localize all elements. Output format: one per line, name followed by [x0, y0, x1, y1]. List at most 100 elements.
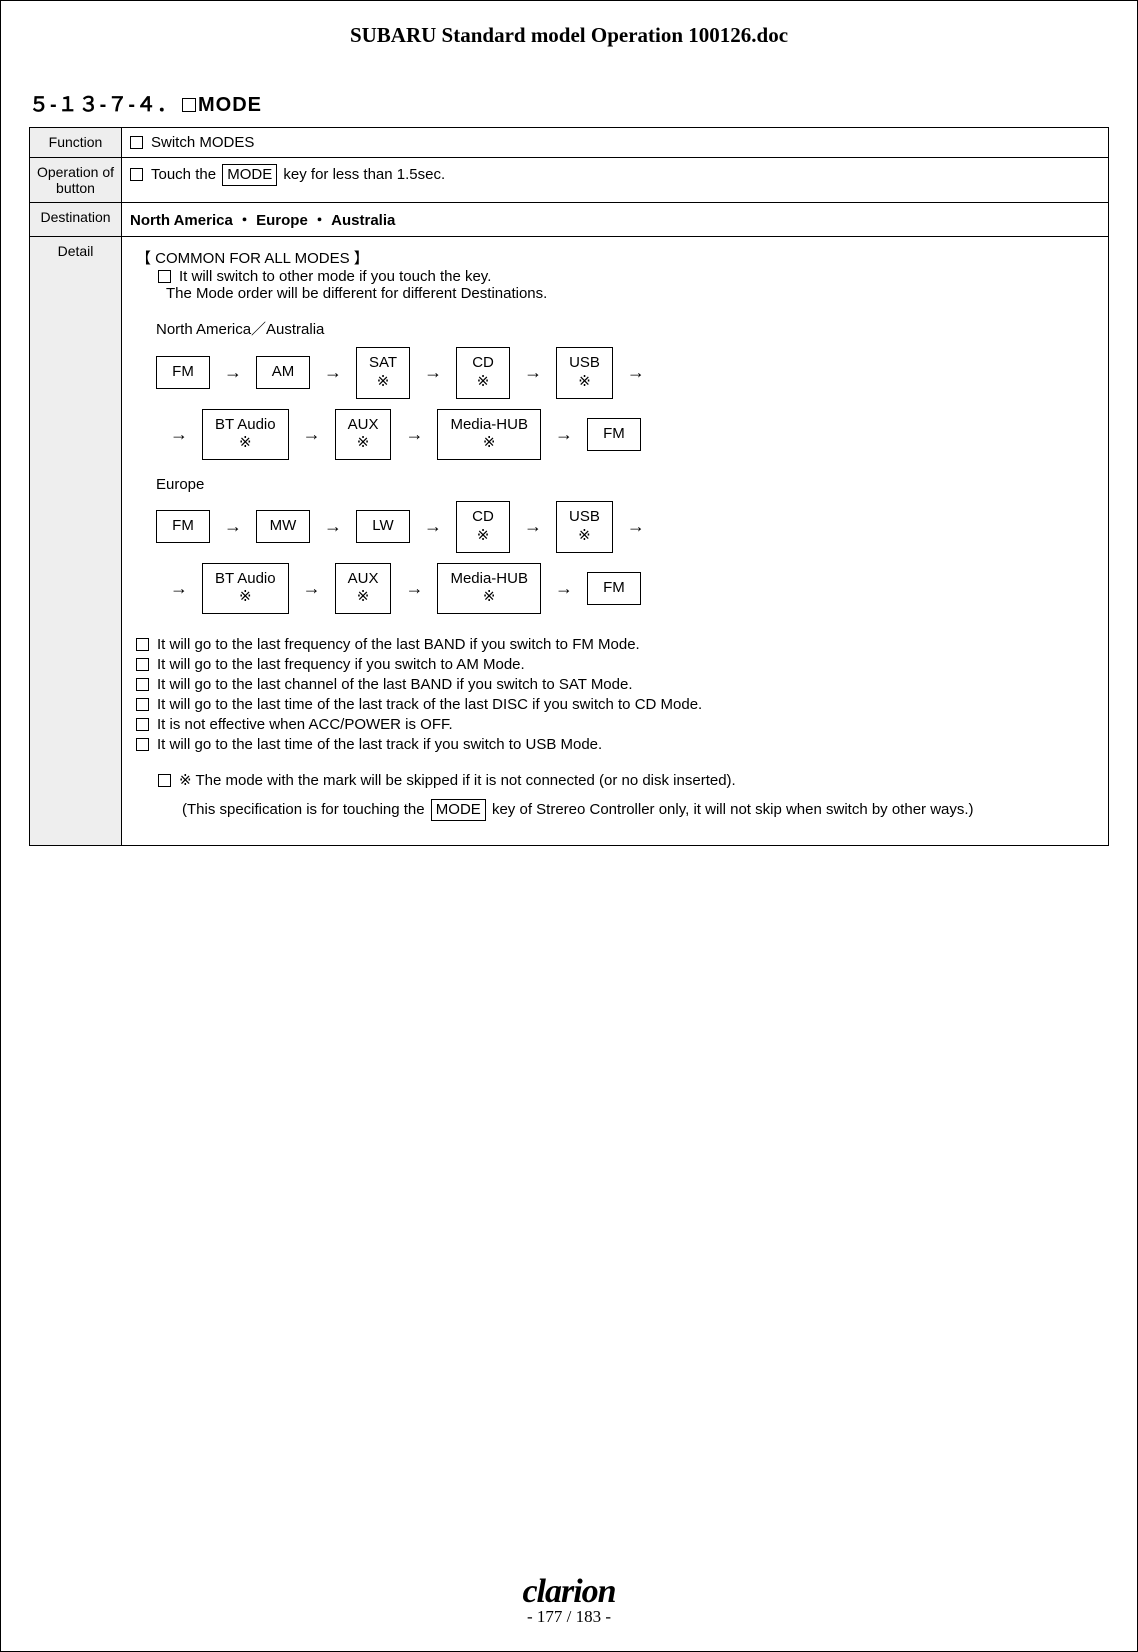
bullet-item: It will go to the last frequency of the …: [136, 636, 1092, 653]
cell-destination: North America ・ Europe ・ Australia: [122, 203, 1109, 237]
skip-mark: ※: [450, 588, 528, 607]
arrow-right-icon: →: [324, 516, 342, 537]
flow-node: Media-HUB※: [437, 409, 541, 461]
cell-function: Switch MODES: [122, 128, 1109, 158]
bullet-text: It will go to the last frequency if you …: [157, 656, 525, 673]
checkbox-icon: [158, 774, 171, 787]
bullet-item: It will go to the last time of the last …: [136, 696, 1092, 713]
flow-node: AM: [256, 356, 310, 389]
flow-row: FM→AM→SAT※→CD※→USB※→: [156, 347, 1092, 399]
checkbox-icon: [130, 136, 143, 149]
arrow-right-icon: →: [555, 424, 573, 445]
arrow-right-icon: →: [627, 516, 645, 537]
flow-node: SAT※: [356, 347, 410, 399]
flow-row: →BT Audio※→AUX※→Media-HUB※→FM: [156, 409, 1092, 461]
note-line: ※ The mode with the mark will be skipped…: [158, 771, 1092, 789]
flow-node: AUX※: [335, 409, 392, 461]
note2-pre: (This specification is for touching the: [182, 801, 429, 818]
operation-post: key for less than 1.5sec.: [279, 166, 445, 183]
region-label-na: North America／Australia: [156, 318, 1092, 339]
bullet-item: It will go to the last frequency if you …: [136, 656, 1092, 673]
bullet-item: It is not effective when ACC/POWER is OF…: [136, 716, 1092, 733]
flow-node: MW: [256, 510, 310, 543]
checkbox-icon: [136, 698, 149, 711]
arrow-right-icon: →: [405, 578, 423, 599]
skip-mark: ※: [569, 527, 600, 546]
detail-line: The Mode order will be different for dif…: [166, 285, 1092, 302]
operation-pre: Touch the: [151, 166, 220, 183]
brand-logo: clarion: [1, 1573, 1137, 1611]
note-text: ※ The mode with the mark will be skipped…: [179, 772, 736, 789]
skip-mark: ※: [348, 588, 379, 607]
flow-node: FM: [156, 510, 210, 543]
flow-node: USB※: [556, 501, 613, 553]
arrow-right-icon: →: [405, 424, 423, 445]
arrow-right-icon: →: [524, 362, 542, 383]
label-destination: Destination: [30, 203, 122, 237]
skip-mark: ※: [469, 527, 497, 546]
skip-mark: ※: [369, 373, 397, 392]
footer: clarion - 177 / 183 -: [1, 1573, 1137, 1627]
table-row: Destination North America ・ Europe ・ Aus…: [30, 203, 1109, 237]
note-line-2: (This specification is for touching the …: [182, 799, 1092, 821]
mode-key-box: MODE: [431, 799, 486, 821]
bullet-text: It will go to the last frequency of the …: [157, 636, 640, 653]
arrow-right-icon: →: [303, 578, 321, 599]
skip-mark: ※: [215, 434, 276, 453]
arrow-right-icon: →: [324, 362, 342, 383]
common-header: 【 COMMON FOR ALL MODES 】: [136, 247, 1092, 268]
checkbox-icon: [136, 638, 149, 651]
detail-text: It will switch to other mode if you touc…: [179, 268, 491, 285]
label-operation: Operation of button: [30, 158, 122, 203]
page-number: - 177 / 183 -: [1, 1607, 1137, 1627]
spec-table: Function Switch MODES Operation of butto…: [29, 127, 1109, 846]
arrow-right-icon: →: [555, 578, 573, 599]
bullet-text: It is not effective when ACC/POWER is OF…: [157, 716, 453, 733]
flow-node: Media-HUB※: [437, 563, 541, 615]
arrow-right-icon: →: [170, 578, 188, 599]
table-row: Detail 【 COMMON FOR ALL MODES 】 It will …: [30, 237, 1109, 846]
label-detail: Detail: [30, 237, 122, 846]
detail-block: 【 COMMON FOR ALL MODES 】 It will switch …: [130, 243, 1098, 839]
checkbox-icon: [136, 738, 149, 751]
section-title: MODE: [198, 94, 262, 116]
bullet-text: It will go to the last time of the last …: [157, 696, 702, 713]
function-text: Switch MODES: [151, 134, 254, 151]
arrow-right-icon: →: [303, 424, 321, 445]
skip-mark: ※: [450, 434, 528, 453]
label-function: Function: [30, 128, 122, 158]
arrow-right-icon: →: [627, 362, 645, 383]
flow-node: BT Audio※: [202, 409, 289, 461]
bullet-item: It will go to the last channel of the la…: [136, 676, 1092, 693]
bullet-text: It will go to the last channel of the la…: [157, 676, 633, 693]
flow-node: CD※: [456, 501, 510, 553]
bullet-item: It will go to the last time of the last …: [136, 736, 1092, 753]
flow-node: LW: [356, 510, 410, 543]
flow-row: → BT Audio※ → AUX※ → Media-HUB※ → FM: [156, 563, 1092, 615]
arrow-right-icon: →: [424, 362, 442, 383]
skip-mark: ※: [469, 373, 497, 392]
cell-detail: 【 COMMON FOR ALL MODES 】 It will switch …: [122, 237, 1109, 846]
skip-mark: ※: [215, 588, 276, 607]
skip-mark: ※: [348, 434, 379, 453]
page: SUBARU Standard model Operation 100126.d…: [0, 0, 1138, 1652]
checkbox-icon: [158, 270, 171, 283]
flow-node: FM: [587, 572, 641, 605]
checkbox-icon: [136, 658, 149, 671]
section-number: ５-１３-７-４．: [29, 94, 178, 116]
flow-node: USB※: [556, 347, 613, 399]
arrow-right-icon: →: [224, 362, 242, 383]
checkbox-icon: [182, 98, 196, 112]
document-title: SUBARU Standard model Operation 100126.d…: [29, 23, 1109, 48]
checkbox-icon: [130, 168, 143, 181]
section-heading: ５-１３-７-４． MODE: [29, 88, 1109, 117]
arrow-right-icon: →: [224, 516, 242, 537]
cell-operation: Touch the MODE key for less than 1.5sec.: [122, 158, 1109, 203]
flow-node: AUX※: [335, 563, 392, 615]
flow-node: FM: [587, 418, 641, 451]
flow-node: BT Audio※: [202, 563, 289, 615]
region-label-eu: Europe: [156, 476, 1092, 493]
arrow-right-icon: →: [424, 516, 442, 537]
detail-line: It will switch to other mode if you touc…: [158, 268, 1092, 285]
bullet-list: It will go to the last frequency of the …: [136, 636, 1092, 753]
